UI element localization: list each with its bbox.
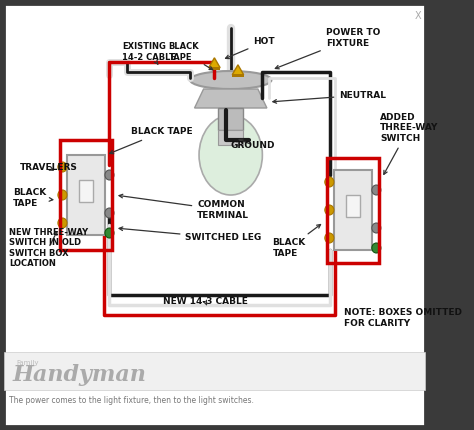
Text: Family: Family <box>16 360 39 366</box>
Ellipse shape <box>190 71 272 89</box>
Circle shape <box>105 170 114 180</box>
Bar <box>218 108 243 130</box>
Bar <box>346 195 360 217</box>
Circle shape <box>372 185 381 195</box>
Circle shape <box>372 243 381 253</box>
Circle shape <box>325 177 334 187</box>
Text: The power comes to the light fixture, then to the light switches.: The power comes to the light fixture, th… <box>9 396 254 405</box>
Bar <box>209 68 220 70</box>
Circle shape <box>58 162 67 172</box>
Text: BLACK
TAPE: BLACK TAPE <box>273 224 320 258</box>
Ellipse shape <box>199 115 263 195</box>
Bar <box>327 157 379 262</box>
Circle shape <box>58 190 67 200</box>
Text: NEW 14-3 CABLE: NEW 14-3 CABLE <box>163 298 248 307</box>
Bar <box>79 180 93 202</box>
Text: SWITCHED LEG: SWITCHED LEG <box>119 227 262 243</box>
Text: NEW THREE-WAY
SWITCH IN OLD
SWITCH BOX
LOCATION: NEW THREE-WAY SWITCH IN OLD SWITCH BOX L… <box>9 228 88 268</box>
Polygon shape <box>194 89 267 108</box>
Text: NEUTRAL: NEUTRAL <box>273 90 386 103</box>
Bar <box>232 75 244 77</box>
Bar <box>4 352 425 390</box>
Bar <box>67 155 105 235</box>
Text: NOTE: BOXES OMITTED
FOR CLARITY: NOTE: BOXES OMITTED FOR CLARITY <box>344 308 462 328</box>
Circle shape <box>372 223 381 233</box>
Text: BLACK TAPE: BLACK TAPE <box>109 128 193 154</box>
Text: POWER TO
FIXTURE: POWER TO FIXTURE <box>275 28 380 69</box>
Bar <box>218 130 243 145</box>
Circle shape <box>58 218 67 228</box>
Text: EXISTING
14-2 CABLE: EXISTING 14-2 CABLE <box>122 42 176 64</box>
Circle shape <box>105 228 114 238</box>
Circle shape <box>325 205 334 215</box>
Text: Handyman: Handyman <box>13 364 146 386</box>
Text: COMMON
TERMINAL: COMMON TERMINAL <box>119 194 249 220</box>
Text: TRAVELERS: TRAVELERS <box>20 163 78 172</box>
Circle shape <box>325 233 334 243</box>
Bar <box>334 170 372 250</box>
Text: X: X <box>415 11 421 21</box>
Circle shape <box>105 208 114 218</box>
Text: HOT: HOT <box>226 37 275 58</box>
Text: BLACK
TAPE: BLACK TAPE <box>13 188 53 208</box>
Text: ADDED
THREE-WAY
SWITCH: ADDED THREE-WAY SWITCH <box>380 113 438 174</box>
Bar <box>60 140 112 250</box>
Polygon shape <box>232 65 244 75</box>
Text: GROUND: GROUND <box>231 139 275 150</box>
Text: BLACK
TAPE: BLACK TAPE <box>168 42 213 70</box>
Polygon shape <box>209 58 220 68</box>
